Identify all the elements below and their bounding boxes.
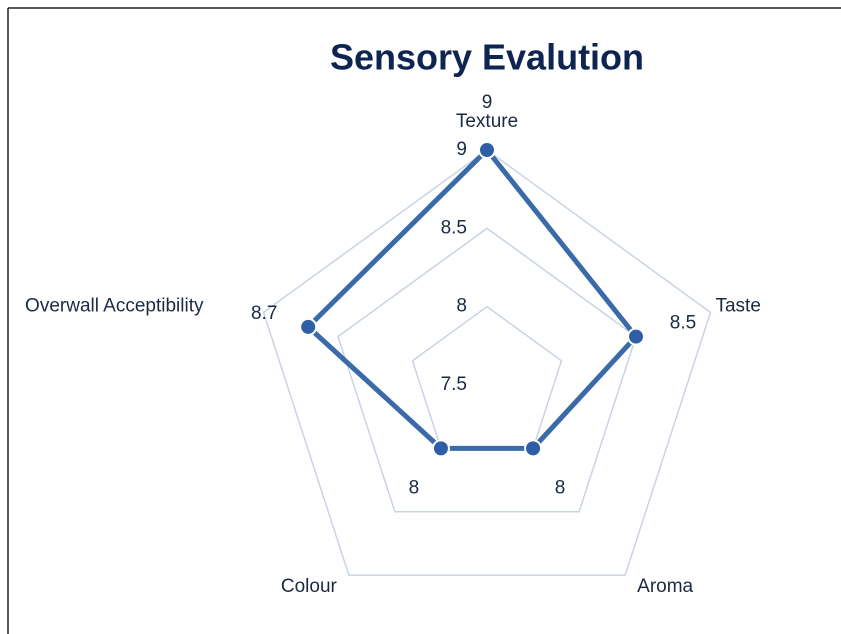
grid-ring [411,305,563,450]
chart-title: Sensory Evalution [330,37,644,78]
tick-label: 8.5 [441,217,467,238]
data-point [478,141,496,159]
data-point [626,327,645,346]
data-point [524,439,543,458]
tick-label: 7.5 [441,374,467,395]
category-label: Taste [715,295,760,316]
data-label: 8.7 [251,303,277,324]
data-label: 8 [555,477,566,498]
category-label: Overwall Acceptibility [25,295,204,316]
series-line [305,147,639,451]
data-point [431,439,450,458]
category-label: Colour [281,576,338,597]
data-point [299,317,318,336]
data-label: 8.5 [670,313,696,334]
data-label: 8 [409,477,420,498]
grid-ring [262,149,712,576]
tick-label: 9 [456,139,467,160]
category-label: Texture [456,111,518,132]
tick-label: 8 [456,296,467,317]
grid-ring [337,227,637,513]
category-label: Aroma [637,576,693,597]
data-label: 9 [482,92,493,113]
